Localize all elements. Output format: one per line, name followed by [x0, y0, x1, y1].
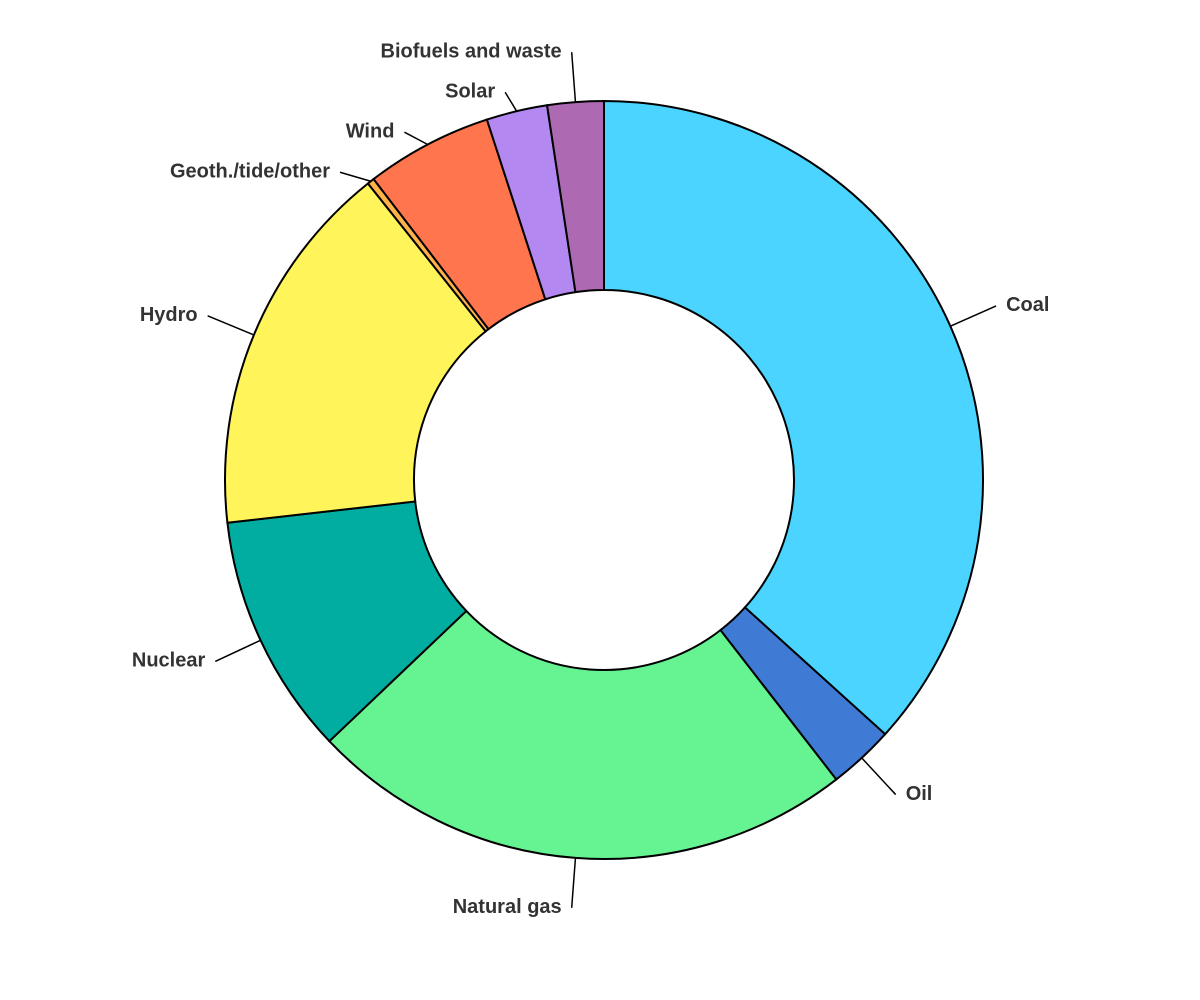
slice-label: Nuclear [132, 650, 206, 672]
donut-slice [226, 500, 468, 743]
donut-slice [224, 182, 488, 524]
leader-line [570, 857, 577, 908]
slice-label: Biofuels and waste [381, 41, 562, 63]
leader-line [207, 315, 255, 336]
slice-label: Wind [346, 121, 395, 143]
slice-label: Geoth./tide/other [170, 161, 330, 183]
leader-line [950, 305, 997, 327]
leader-line [570, 52, 577, 103]
slice-label: Coal [1006, 294, 1049, 316]
leader-line [339, 171, 371, 182]
slice-label: Hydro [140, 304, 198, 326]
slice-label: Oil [906, 783, 933, 805]
donut-slice [327, 609, 838, 860]
leader-line [861, 757, 897, 796]
leader-line [404, 131, 429, 146]
donut-slice [603, 99, 984, 736]
donut-slice [545, 99, 605, 294]
slice-label: Natural gas [453, 896, 562, 918]
slice-label: Solar [445, 81, 495, 103]
leader-line [504, 91, 518, 112]
leader-line [214, 639, 261, 663]
